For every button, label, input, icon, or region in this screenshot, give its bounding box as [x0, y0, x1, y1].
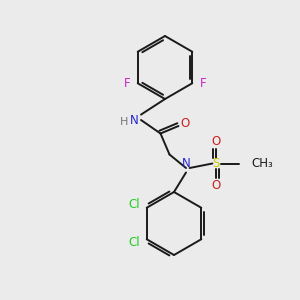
Text: Cl: Cl: [128, 198, 140, 211]
Text: O: O: [212, 135, 220, 148]
Text: CH₃: CH₃: [251, 157, 273, 170]
Text: Cl: Cl: [128, 236, 140, 249]
Text: S: S: [212, 157, 220, 170]
Text: N: N: [182, 157, 190, 170]
Text: H: H: [120, 117, 128, 128]
Text: O: O: [212, 179, 220, 192]
Text: F: F: [124, 77, 130, 90]
Text: O: O: [181, 117, 190, 130]
Text: F: F: [200, 77, 206, 90]
Text: N: N: [130, 113, 139, 127]
